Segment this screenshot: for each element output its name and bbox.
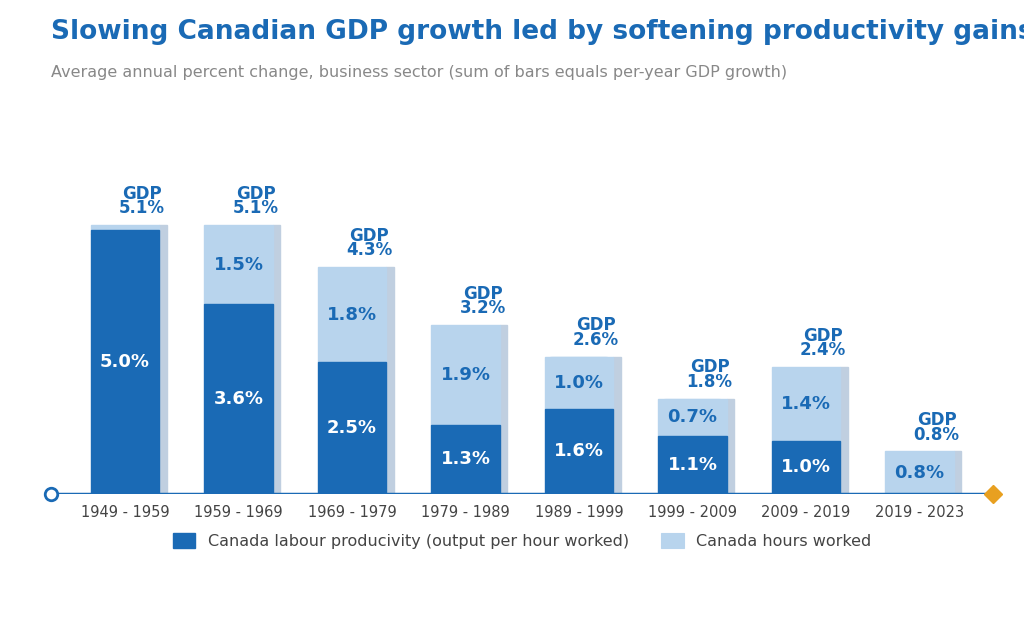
Bar	[886, 452, 953, 494]
FancyBboxPatch shape	[886, 452, 953, 459]
Bar	[658, 436, 727, 494]
Text: GDP: GDP	[916, 411, 956, 429]
Text: 5.1%: 5.1%	[119, 199, 165, 217]
Text: 5.0%: 5.0%	[100, 353, 150, 371]
Text: GDP: GDP	[122, 184, 162, 202]
Text: 1.0%: 1.0%	[781, 458, 831, 476]
Text: 1.9%: 1.9%	[440, 366, 490, 384]
Text: 3.6%: 3.6%	[213, 390, 263, 408]
Text: 1.4%: 1.4%	[781, 395, 831, 413]
Text: 2.4%: 2.4%	[800, 341, 846, 359]
FancyBboxPatch shape	[772, 367, 840, 375]
Bar	[772, 441, 840, 494]
Legend: Canada labour producivity (output per hour worked), Canada hours worked: Canada labour producivity (output per ho…	[167, 526, 878, 555]
FancyBboxPatch shape	[658, 399, 727, 406]
Bar	[317, 362, 386, 494]
Text: GDP: GDP	[690, 358, 729, 376]
FancyBboxPatch shape	[431, 325, 500, 333]
Bar	[772, 367, 840, 441]
Bar	[431, 325, 500, 425]
FancyBboxPatch shape	[205, 225, 272, 233]
FancyBboxPatch shape	[91, 231, 159, 238]
Text: 1.3%: 1.3%	[440, 450, 490, 468]
Bar	[545, 357, 613, 410]
Text: 1.0%: 1.0%	[554, 374, 604, 392]
Bar	[386, 267, 394, 494]
Bar	[545, 410, 613, 494]
Text: GDP: GDP	[463, 284, 503, 302]
Bar	[953, 452, 962, 494]
Text: 1.5%: 1.5%	[213, 255, 263, 274]
Text: 0.8%: 0.8%	[913, 426, 959, 444]
Text: 2.5%: 2.5%	[327, 419, 377, 437]
Bar	[159, 225, 167, 494]
Text: 4.3%: 4.3%	[346, 241, 392, 259]
Bar	[91, 225, 159, 231]
Bar	[272, 225, 281, 494]
Text: GDP: GDP	[236, 184, 275, 202]
Text: GDP: GDP	[803, 326, 843, 345]
Text: 1.8%: 1.8%	[686, 373, 732, 391]
Bar	[658, 399, 727, 436]
Text: 0.7%: 0.7%	[668, 408, 718, 426]
FancyBboxPatch shape	[545, 357, 613, 364]
Text: 2.6%: 2.6%	[573, 331, 620, 349]
Text: GDP: GDP	[577, 316, 615, 334]
Text: 1.6%: 1.6%	[554, 442, 604, 460]
Bar	[205, 304, 272, 494]
Text: 3.2%: 3.2%	[460, 299, 506, 317]
Bar	[431, 425, 500, 494]
Bar	[91, 231, 159, 494]
Bar	[205, 225, 272, 304]
Text: 0.8%: 0.8%	[894, 463, 944, 481]
FancyBboxPatch shape	[317, 267, 386, 275]
Text: Slowing Canadian GDP growth led by softening productivity gains: Slowing Canadian GDP growth led by softe…	[51, 19, 1024, 44]
Text: Average annual percent change, business sector (sum of bars equals per-year GDP : Average annual percent change, business …	[51, 65, 787, 80]
Bar	[613, 357, 621, 494]
Text: 1.8%: 1.8%	[327, 305, 377, 324]
Bar	[500, 325, 508, 494]
Bar	[840, 367, 848, 494]
Text: 1.1%: 1.1%	[668, 456, 718, 474]
Text: GDP: GDP	[349, 226, 389, 245]
Bar	[317, 267, 386, 362]
Bar	[727, 399, 734, 494]
Text: 5.1%: 5.1%	[232, 199, 279, 217]
